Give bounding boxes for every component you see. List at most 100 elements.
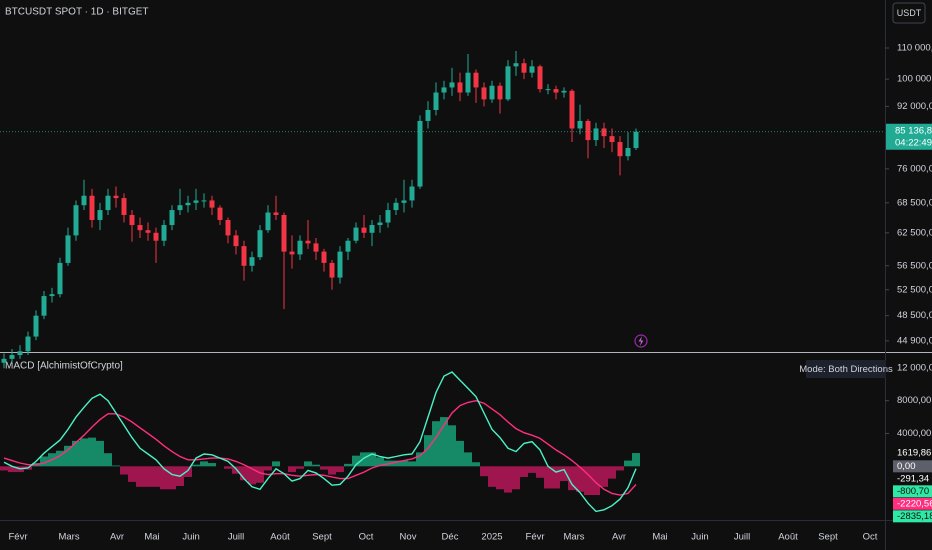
histogram-bar: [528, 466, 536, 473]
candle-body: [441, 87, 447, 93]
candle-body: [105, 195, 111, 211]
candle-body: [489, 85, 495, 100]
x-tick-label: Avr: [612, 532, 626, 543]
axis-badge-label: 1619,86: [897, 448, 931, 459]
y-tick-label: 100 000,00: [897, 74, 932, 85]
axis-badge: [893, 485, 932, 498]
histogram-bar: [520, 466, 528, 477]
histogram-bar: [256, 466, 264, 483]
histogram-bar: [336, 466, 344, 473]
candle-body: [377, 222, 383, 226]
histogram-bar: [592, 466, 600, 496]
histogram-bar: [8, 466, 16, 473]
histogram-bar: [264, 466, 272, 471]
y-tick-label: 56 500,00: [897, 260, 932, 271]
axis-badge: [893, 447, 932, 460]
histogram-bar: [104, 453, 112, 467]
candle-body: [169, 210, 175, 226]
candle-body: [49, 294, 55, 297]
histogram-bar: [624, 460, 632, 467]
histogram-bar: [208, 463, 216, 467]
mode-box: [806, 360, 886, 378]
y-tick-label: 92 000,00: [897, 101, 932, 112]
candle-body: [241, 246, 247, 266]
histogram-bar: [504, 466, 512, 493]
candle-body: [25, 336, 31, 352]
histogram-bar: [392, 460, 400, 467]
histogram-bar: [224, 466, 232, 469]
candle-body: [497, 85, 503, 100]
candle-body: [33, 315, 39, 337]
histogram-bar: [72, 440, 80, 467]
candle-body: [145, 230, 151, 233]
axis-badge: [893, 472, 932, 485]
histogram-bar: [80, 438, 88, 467]
histogram-bar: [240, 466, 248, 481]
candle-body: [513, 63, 519, 67]
event-icon[interactable]: [634, 334, 648, 348]
candle-body: [201, 200, 207, 202]
candle-body: [481, 87, 487, 100]
histogram-bar: [312, 464, 320, 467]
candle-body: [233, 235, 239, 247]
histogram-bar: [432, 421, 440, 467]
candle-body: [249, 257, 255, 266]
histogram-bar: [112, 465, 120, 467]
candle-body: [569, 90, 575, 129]
event-icon-bolt: [638, 336, 644, 346]
y-tick-label: 48 500,00: [897, 310, 932, 321]
x-tick-label: Avr: [110, 532, 124, 543]
histogram-bar: [56, 450, 64, 467]
histogram-bar: [144, 466, 152, 487]
histogram-bar: [584, 466, 592, 496]
candle-body: [217, 207, 223, 220]
y-tick-label: 52 500,00: [897, 284, 932, 295]
candle-body: [161, 225, 167, 241]
histogram-bar: [472, 462, 480, 467]
histogram-bar: [64, 445, 72, 467]
indicator-title: MACD [AlchimistOfCrypto]: [5, 361, 123, 372]
y-tick-label: 68 500,00: [897, 197, 932, 208]
candle-body: [337, 251, 343, 278]
histogram-bar: [544, 466, 552, 489]
y-tick-label: 44 900,00: [897, 335, 932, 346]
candle-body: [529, 66, 535, 73]
histogram-bar: [568, 466, 576, 491]
candle-body: [113, 195, 119, 199]
candle-body: [209, 200, 215, 208]
histogram-bar: [152, 466, 160, 487]
axis-badge-label: -2220,56: [897, 498, 932, 509]
candle-body: [17, 351, 23, 356]
histogram-bar: [400, 460, 408, 467]
y-tick-label: 76 000,00: [897, 163, 932, 174]
x-tick-label: Sept: [818, 532, 838, 543]
x-tick-label: Nov: [400, 532, 417, 543]
axis-badge-label: -2835,18: [897, 511, 932, 522]
candle-body: [609, 136, 615, 143]
candle-body: [393, 202, 399, 211]
candle-body: [401, 200, 407, 203]
x-tick-label: Juin: [691, 532, 708, 543]
candle-body: [577, 120, 583, 129]
histogram-bar: [272, 461, 280, 467]
candle-body: [97, 210, 103, 220]
currency-button[interactable]: [892, 2, 926, 24]
candle-body: [369, 225, 375, 233]
candle-body: [625, 148, 631, 157]
candle-body: [633, 131, 639, 149]
candle-body: [457, 82, 463, 93]
histogram-bar: [376, 457, 384, 467]
candle-body: [385, 210, 391, 223]
candle-body: [153, 232, 159, 241]
candle-body: [65, 235, 71, 263]
histogram-bar: [464, 452, 472, 467]
candle-body: [185, 202, 191, 206]
y-tick-label: 8000,00: [897, 395, 931, 406]
x-tick-label: Oct: [863, 532, 878, 543]
candle-body: [601, 128, 607, 137]
currency-label[interactable]: USDT: [897, 8, 922, 18]
x-tick-label: Août: [778, 532, 798, 543]
candle-body: [273, 212, 279, 215]
x-tick-label: Mai: [144, 532, 159, 543]
histogram-bar: [360, 452, 368, 467]
